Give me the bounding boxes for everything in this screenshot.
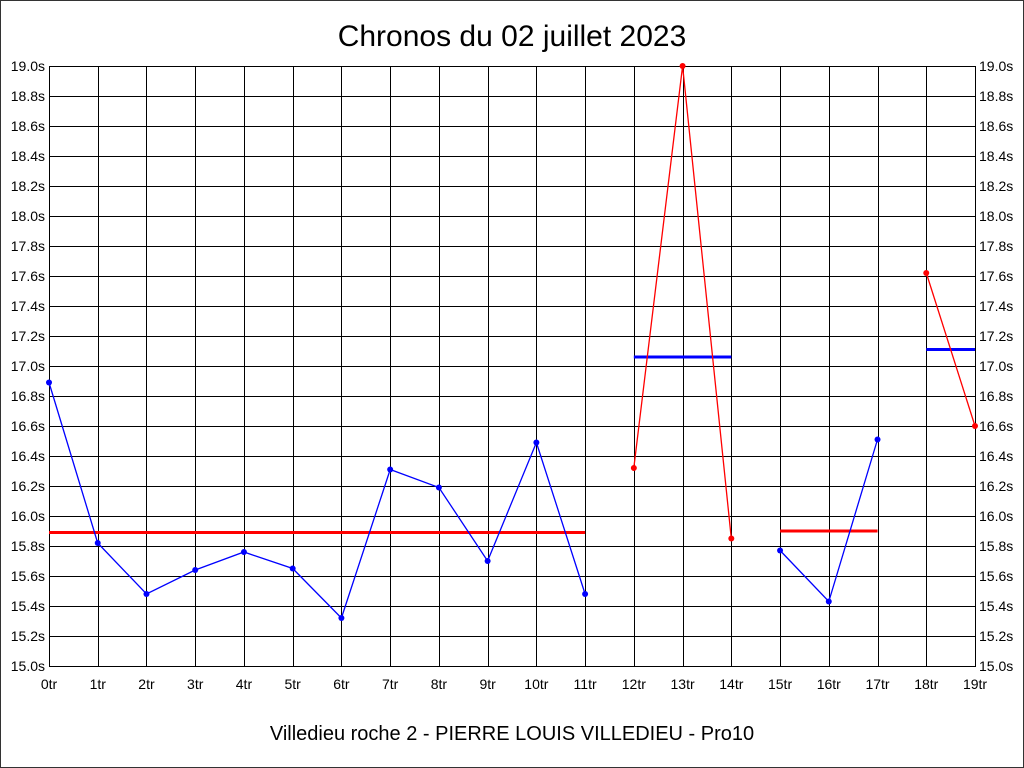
x-tick-label: 15tr bbox=[768, 676, 792, 692]
x-tick-label: 12tr bbox=[622, 676, 646, 692]
x-tick-label: 5tr bbox=[285, 676, 302, 692]
x-tick-label: 7tr bbox=[382, 676, 399, 692]
series-3 bbox=[777, 436, 881, 605]
series-4 bbox=[923, 270, 978, 429]
x-tick-label: 1tr bbox=[90, 676, 107, 692]
y-tick-label-right: 17.6s bbox=[979, 268, 1013, 284]
y-tick-label-left: 16.4s bbox=[11, 448, 45, 464]
data-point bbox=[533, 439, 540, 446]
series-1 bbox=[46, 379, 589, 621]
x-tick-label: 4tr bbox=[236, 676, 253, 692]
x-tick-label: 13tr bbox=[671, 676, 695, 692]
data-point bbox=[338, 615, 345, 621]
x-tick-label: 9tr bbox=[479, 676, 496, 692]
y-axis-left: 15.0s 15.2s 15.4s 15.6s 15.8s 16.0s 16.2s 16.4s… bbox=[11, 58, 45, 674]
chart-subtitle: Villedieu roche 2 - PIERRE LOUIS VILLEDI… bbox=[270, 723, 754, 745]
plot-area-border bbox=[49, 66, 976, 667]
y-tick-label-left: 16.8s bbox=[11, 388, 45, 404]
series-2 bbox=[630, 63, 735, 542]
y-tick-label-right: 15.0s bbox=[979, 658, 1013, 674]
y-tick-label-left: 15.0s bbox=[11, 658, 45, 674]
y-tick-label-right: 18.2s bbox=[979, 178, 1013, 194]
y-tick-label-left: 16.2s bbox=[11, 478, 45, 494]
y-tick-label-left: 17.4s bbox=[11, 298, 45, 314]
y-tick-label-right: 16.4s bbox=[979, 448, 1013, 464]
data-point bbox=[728, 535, 735, 542]
data-point bbox=[582, 591, 589, 597]
y-tick-label-left: 18.8s bbox=[11, 88, 45, 104]
y-tick-label-right: 17.8s bbox=[979, 238, 1013, 254]
y-tick-label-left: 17.8s bbox=[11, 238, 45, 254]
x-axis: 0tr 1tr 2tr 3tr 4tr 5tr 6tr 7tr 8tr 9tr 10tr 11tr 12… bbox=[41, 676, 988, 692]
y-tick-label-right: 19.0s bbox=[979, 58, 1013, 74]
x-tick-label: 18tr bbox=[914, 676, 938, 692]
x-tick-label: 17tr bbox=[865, 676, 889, 692]
x-tick-label: 0tr bbox=[41, 676, 58, 692]
y-tick-label-right: 18.6s bbox=[979, 118, 1013, 134]
y-tick-label-right: 18.4s bbox=[979, 148, 1013, 164]
data-point bbox=[387, 466, 394, 473]
chart-title: Chronos du 02 juillet 2023 bbox=[338, 20, 687, 53]
y-tick-label-left: 18.4s bbox=[11, 148, 45, 164]
data-point bbox=[630, 465, 637, 471]
data-point bbox=[923, 270, 930, 276]
y-tick-label-left: 18.2s bbox=[11, 178, 45, 194]
y-tick-label-left: 16.0s bbox=[11, 508, 45, 524]
x-tick-label: 16tr bbox=[817, 676, 841, 692]
y-tick-label-left: 15.2s bbox=[11, 628, 45, 644]
y-axis-right: 15.0s 15.2s 15.4s 15.6s 15.8s 16.0s 16.2s 16.4s… bbox=[979, 58, 1013, 674]
x-tick-label: 2tr bbox=[138, 676, 155, 692]
y-tick-label-right: 17.4s bbox=[979, 298, 1013, 314]
data-point bbox=[192, 567, 199, 573]
data-point bbox=[825, 598, 832, 605]
y-tick-label-right: 16.8s bbox=[979, 388, 1013, 404]
data-point bbox=[46, 379, 52, 386]
y-tick-label-right: 16.2s bbox=[979, 478, 1013, 494]
y-tick-label-left: 17.6s bbox=[11, 268, 45, 284]
y-tick-label-left: 18.0s bbox=[11, 208, 45, 224]
y-tick-label-left: 15.4s bbox=[11, 598, 45, 614]
y-tick-label-right: 18.8s bbox=[979, 88, 1013, 104]
data-point bbox=[94, 540, 101, 546]
series-line bbox=[925, 272, 976, 427]
y-tick-label-right: 16.0s bbox=[979, 508, 1013, 524]
data-point bbox=[289, 565, 296, 572]
x-tick-label: 10tr bbox=[524, 676, 548, 692]
y-tick-label-right: 16.6s bbox=[979, 418, 1013, 434]
y-tick-label-right: 18.0s bbox=[979, 208, 1013, 224]
y-tick-label-left: 15.6s bbox=[11, 568, 45, 584]
y-tick-label-right: 15.4s bbox=[979, 598, 1013, 614]
series-line bbox=[48, 382, 586, 620]
y-tick-label-right: 17.0s bbox=[979, 358, 1013, 374]
grid bbox=[49, 66, 976, 667]
data-point bbox=[874, 436, 881, 443]
y-tick-label-left: 15.8s bbox=[11, 538, 45, 554]
data-point bbox=[777, 547, 784, 554]
y-tick-label-right: 15.6s bbox=[979, 568, 1013, 584]
data-point bbox=[143, 591, 150, 597]
y-tick-label-left: 17.0s bbox=[11, 358, 45, 374]
x-tick-label: 8tr bbox=[431, 676, 448, 692]
x-tick-label: 3tr bbox=[187, 676, 204, 692]
data-point bbox=[484, 558, 491, 564]
x-tick-label: 19tr bbox=[963, 676, 987, 692]
y-tick-label-left: 18.6s bbox=[11, 118, 45, 134]
y-tick-label-right: 15.8s bbox=[979, 538, 1013, 554]
x-tick-label: 14tr bbox=[719, 676, 743, 692]
y-tick-label-right: 15.2s bbox=[979, 628, 1013, 644]
data-point bbox=[679, 63, 686, 69]
x-tick-label: 6tr bbox=[333, 676, 350, 692]
y-tick-label-right: 17.2s bbox=[979, 328, 1013, 344]
y-tick-label-left: 16.6s bbox=[11, 418, 45, 434]
data-point bbox=[240, 549, 247, 555]
data-point bbox=[435, 484, 442, 491]
y-tick-label-left: 17.2s bbox=[11, 328, 45, 344]
series-layer bbox=[46, 63, 978, 621]
x-tick-label: 11tr bbox=[574, 676, 597, 692]
data-point bbox=[972, 423, 978, 429]
y-tick-label-left: 19.0s bbox=[11, 58, 45, 74]
